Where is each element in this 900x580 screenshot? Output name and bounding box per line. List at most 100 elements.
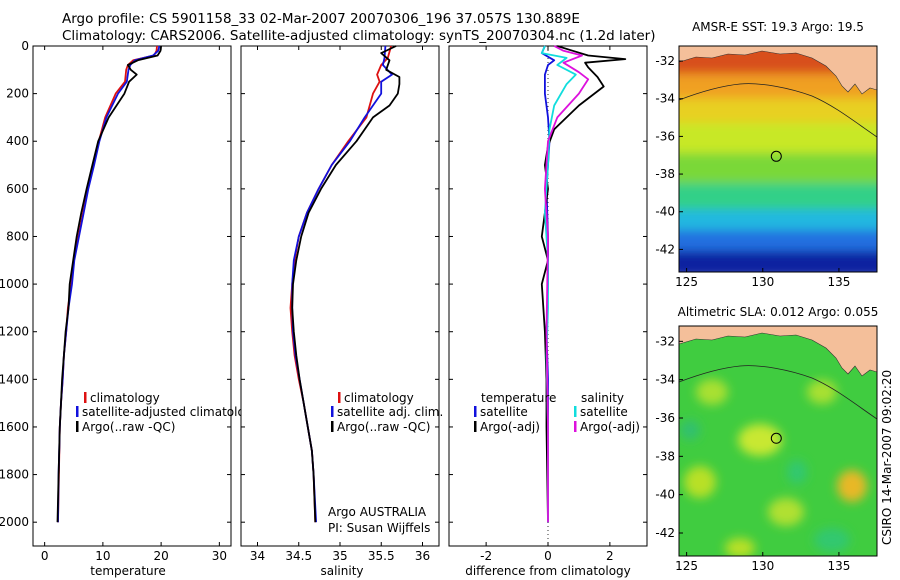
salinity-legend: climatology satellite adj. clim. Argo(..… — [331, 391, 443, 434]
map-y-tick-label: -40 — [655, 205, 675, 219]
sst-map-ticks: 125 130 135 -32 -34 -36 -38 -40 -42 — [655, 54, 850, 289]
map-y-tick-label: -38 — [655, 167, 675, 181]
legend-label-climatology: climatology — [90, 391, 160, 405]
difference-ticks: -2 0 2 — [449, 45, 647, 563]
sst-map-frame — [678, 45, 878, 273]
legend-group-temperature: temperature — [481, 391, 556, 405]
salinity-xlabel: salinity — [320, 564, 363, 578]
sst-map-panel: AMSR-E SST: 19.3 Argo: 19.5 125 130 135 -32… — [655, 20, 878, 289]
map-y-tick-label: -42 — [655, 242, 675, 256]
legend-swatch-temp-satellite — [474, 406, 477, 417]
series-line-salinity-argo-adj- — [544, 45, 590, 523]
y-tick-label: 1800 — [0, 468, 29, 482]
temperature-panel: 0 10 20 30 0 200 400 600 800 1000 1200 1400 1600 1800… — [0, 39, 260, 578]
difference-xlabel: difference from climatology — [465, 564, 631, 578]
legend-label-sal-argo: Argo(-adj) — [580, 420, 640, 434]
y-tick-label: 400 — [6, 134, 29, 148]
map-y-tick-label: -34 — [655, 373, 675, 387]
legend-swatch-satellite — [76, 406, 79, 417]
legend-group-salinity: salinity — [581, 391, 624, 405]
map-x-tick-label: 130 — [751, 559, 774, 573]
sla-shelf-contour — [679, 365, 877, 420]
difference-legend: temperature satellite Argo(-adj) salinit… — [474, 391, 640, 434]
legend-label-sal-satellite: satellite — [580, 405, 628, 419]
map-y-tick-label: -34 — [655, 92, 675, 106]
salinity-ticks: 34 34.5 35 35.5 36 — [241, 45, 439, 563]
legend-swatch-sal-argo — [574, 421, 577, 432]
y-tick-label: 1400 — [0, 372, 29, 386]
legend-swatch-satellite — [331, 406, 334, 417]
sst-map-title: AMSR-E SST: 19.3 Argo: 19.5 — [692, 20, 864, 34]
map-x-tick-label: 125 — [675, 275, 698, 289]
temperature-lines — [56, 45, 162, 523]
sla-anomaly-blobs — [680, 379, 867, 556]
map-y-tick-label: -36 — [655, 411, 675, 425]
y-tick-label: 1600 — [0, 420, 29, 434]
x-tick-label: 20 — [153, 549, 168, 563]
map-y-tick-label: -32 — [655, 54, 675, 68]
legend-label-argo: Argo(..raw -QC) — [82, 420, 175, 434]
series-line-argo-raw-qc- — [291, 45, 401, 523]
legend-label-satellite: satellite-adjusted climatology — [82, 405, 260, 419]
sla-map-panel: Altimetric SLA: 0.012 Argo: 0.055 125 130… — [655, 305, 878, 573]
legend-swatch-climatology — [338, 392, 341, 403]
y-tick-label: 800 — [6, 229, 29, 243]
map-y-tick-label: -42 — [655, 526, 675, 540]
y-tick-label: 200 — [6, 87, 29, 101]
legend-label-climatology: climatology — [344, 391, 414, 405]
figure-title-line2: Climatology: CARS2006. Satellite-adjuste… — [62, 28, 656, 44]
legend-label-satellite: satellite adj. clim. — [337, 405, 443, 419]
y-tick-label: 0 — [21, 39, 29, 53]
x-tick-label: 35.5 — [368, 549, 395, 563]
salinity-lines — [289, 45, 401, 523]
sst-argo-location-marker — [770, 150, 782, 162]
x-tick-label: 36 — [415, 549, 430, 563]
map-x-tick-label: 135 — [827, 275, 850, 289]
x-tick-label: 2 — [606, 549, 614, 563]
legend-swatch-climatology — [84, 392, 87, 403]
y-tick-label: 1000 — [0, 277, 29, 291]
temperature-ticks: 0 10 20 30 0 200 400 600 800 1000 1200 1400 1600 1800… — [0, 39, 231, 563]
legend-swatch-sal-satellite — [574, 406, 577, 417]
x-tick-label: 0 — [41, 549, 49, 563]
pi-annotation: PI: Susan Wijffels — [328, 521, 430, 535]
sst-shelf-contour — [679, 83, 877, 138]
x-tick-label: 0 — [544, 549, 552, 563]
series-line-temperature-argo-adj- — [540, 45, 627, 523]
temperature-xlabel: temperature — [90, 564, 165, 578]
map-y-tick-label: -38 — [655, 449, 675, 463]
series-line-argo-raw-qc- — [56, 45, 162, 523]
y-tick-label: 2000 — [0, 515, 29, 529]
x-tick-label: 34.5 — [285, 549, 312, 563]
salinity-panel: 34 34.5 35 35.5 36 salinity climatology sate… — [240, 45, 443, 578]
argo-program-annotation: Argo AUSTRALIA — [328, 505, 427, 519]
sst-color-band — [679, 250, 877, 272]
x-tick-label: -2 — [480, 549, 492, 563]
map-y-tick-label: -36 — [655, 129, 675, 143]
temperature-axes-frame — [32, 45, 232, 547]
y-tick-label: 600 — [6, 182, 29, 196]
salinity-axes-frame — [240, 45, 440, 547]
figure-title-line1: Argo profile: CS 5901158_33 02-Mar-2007 … — [62, 11, 580, 27]
x-tick-label: 30 — [212, 549, 227, 563]
legend-label-temp-argo: Argo(-adj) — [480, 420, 540, 434]
legend-label-temp-satellite: satellite — [480, 405, 528, 419]
x-tick-label: 34 — [250, 549, 265, 563]
x-tick-label: 35 — [332, 549, 347, 563]
sla-map-title: Altimetric SLA: 0.012 Argo: 0.055 — [678, 305, 879, 319]
sla-map-frame — [678, 325, 878, 557]
legend-swatch-temp-argo — [474, 421, 477, 432]
legend-label-argo: Argo(..raw -QC) — [337, 420, 430, 434]
difference-panel: -2 0 2 difference from climatology tempera… — [448, 45, 648, 578]
map-x-tick-label: 130 — [751, 275, 774, 289]
sla-argo-location-marker — [770, 432, 782, 444]
legend-swatch-argo — [76, 421, 79, 432]
map-x-tick-label: 135 — [827, 559, 850, 573]
difference-lines — [540, 45, 627, 523]
map-y-tick-label: -32 — [655, 334, 675, 348]
sla-land-mass — [679, 326, 877, 377]
legend-swatch-argo — [331, 421, 334, 432]
temperature-legend: climatology satellite-adjusted climatolo… — [76, 391, 260, 434]
map-y-tick-label: -40 — [655, 488, 675, 502]
